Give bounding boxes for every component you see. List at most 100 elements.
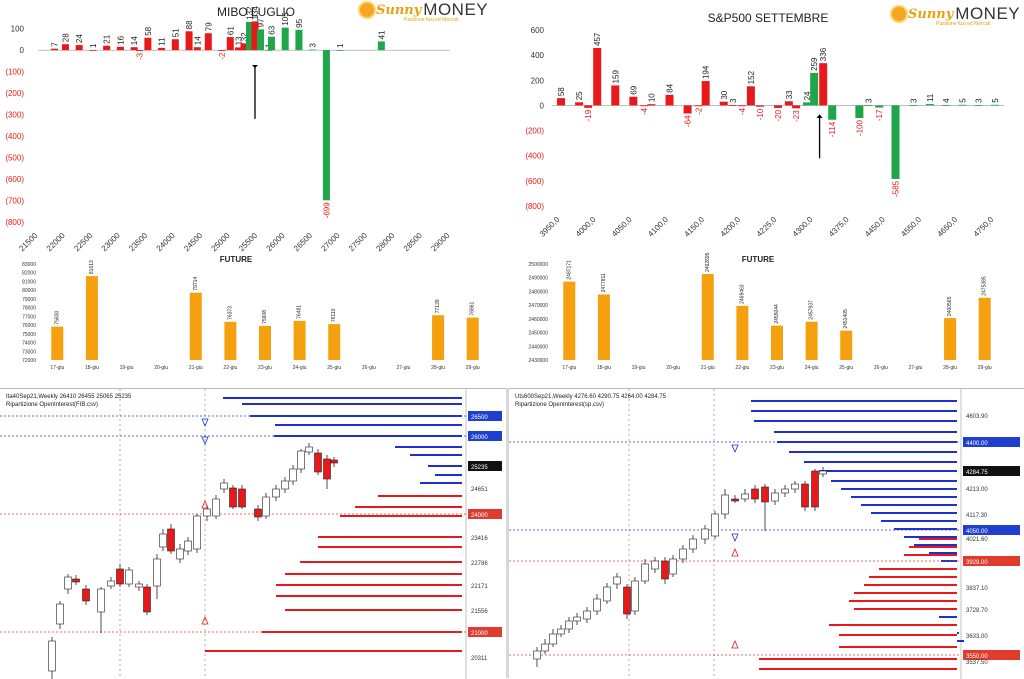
data-label: 1 [336, 43, 345, 48]
price-label: 24000 [471, 513, 488, 519]
x-tick-label: 28000 [374, 231, 396, 252]
bar [189, 292, 202, 360]
x-tick-label: 3950,0 [538, 215, 562, 239]
price-label-bg [468, 509, 502, 519]
y-tick-label: 0 [20, 46, 25, 55]
x-tick-label: 4550,0 [899, 215, 923, 239]
logo-tagline: Passione fusi ed Mercati [404, 17, 459, 23]
candle-body [631, 580, 639, 612]
price-label: 20311 [471, 656, 488, 662]
bar [89, 49, 97, 51]
y-tick-label: 83000 [22, 262, 36, 268]
bar [944, 318, 957, 360]
data-label: 88 [185, 20, 194, 29]
bar [864, 105, 873, 106]
x-tick-label: 28-giu [431, 365, 445, 371]
candle-body [583, 610, 591, 620]
bar [218, 50, 226, 52]
x-tick-label: 24-giu [805, 365, 819, 371]
x-tick-label: 4650,0 [936, 215, 960, 239]
x-tick-label: 4200,0 [719, 215, 743, 239]
x-tick-label: 4050,0 [610, 215, 634, 239]
bar [771, 325, 783, 360]
data-label: -17 [875, 109, 884, 121]
bar [597, 294, 610, 360]
logo-sunny-text: Sunny [376, 2, 422, 18]
bar [75, 45, 83, 51]
x-tick-label: 4300,0 [791, 215, 815, 239]
data-label: 2457937 [809, 300, 815, 320]
up-arrow-icon [731, 639, 739, 649]
data-label: 132 [245, 6, 254, 20]
bar [309, 49, 317, 51]
candle-body [143, 586, 151, 613]
data-label: 58 [557, 87, 566, 96]
sunny-money-logo: Sunny MONEY Passione fusi ed Mercati [360, 0, 488, 23]
x-tick-label: 27-giu [397, 365, 411, 371]
candle-body [669, 558, 677, 575]
bar [61, 44, 69, 51]
candle-body [721, 494, 729, 515]
candle-body [603, 586, 611, 602]
bar [640, 105, 649, 107]
bar [728, 105, 737, 106]
bar [575, 102, 584, 106]
data-label: 159 [611, 70, 620, 84]
data-label: -585 [892, 180, 901, 197]
down-arrow-icon [201, 436, 209, 446]
price-label: 26000 [471, 435, 488, 441]
candle-body [330, 459, 338, 464]
x-tick-label: 21500 [17, 231, 39, 252]
x-tick-label: 4100,0 [646, 215, 670, 239]
data-label: 21 [103, 34, 112, 43]
bar [719, 101, 728, 106]
chart-title: FUTURE [742, 255, 775, 264]
data-label: -19 [584, 109, 593, 121]
bar [746, 86, 755, 106]
data-label: 259 [810, 57, 819, 71]
data-label: 4 [942, 98, 951, 103]
x-tick-label: 4225,0 [755, 215, 779, 239]
candle-body [220, 482, 228, 490]
x-tick-label: 19-giu [632, 365, 646, 371]
data-label: 336 [819, 47, 828, 61]
bar [694, 105, 703, 107]
x-tick-label: 27500 [347, 231, 369, 252]
candle-body [557, 628, 565, 635]
data-label: 10 [647, 93, 656, 102]
price-label: 4050.00 [966, 529, 988, 535]
data-label: 79 [204, 22, 213, 31]
mibo-chart-panel: MIBO LUGLIO 100 0 (100) (200) (300) (400) (500)… [0, 0, 512, 252]
x-tick-label: 21-giu [189, 365, 203, 371]
bar [224, 321, 237, 360]
candle-body [238, 488, 246, 508]
bar [328, 324, 341, 360]
oi-right-header-line2: Ripartizione OpenInterest(sp.csv) [515, 402, 605, 408]
bar [701, 274, 714, 360]
candle-body [229, 487, 237, 508]
x-tick-label: 24000 [155, 231, 177, 252]
bar [267, 36, 275, 51]
bar [193, 47, 201, 51]
data-label: 2475385 [982, 276, 988, 296]
candle-body [176, 548, 184, 560]
up-arrow-icon [201, 499, 209, 509]
price-label: 3537.50 [966, 660, 988, 666]
candle-body [573, 616, 581, 622]
x-tick-label: 19-giu [120, 365, 134, 371]
candle-body [289, 468, 297, 482]
bar [293, 320, 306, 360]
y-tick-label: 75000 [22, 332, 36, 338]
chart-title: S&P500 SETTEMBRE [708, 11, 829, 25]
data-label: 16 [116, 35, 125, 44]
data-label: 24 [75, 34, 84, 43]
y-tick-label: 400 [531, 51, 545, 60]
y-tick-label: 79000 [22, 297, 36, 303]
bar [322, 50, 330, 201]
price-label-bg [963, 437, 1020, 447]
price-label-bg [963, 556, 1020, 566]
bar [925, 104, 934, 106]
y-tick-label: 2490000 [529, 276, 549, 282]
x-tick-label: 26000 [265, 231, 287, 252]
x-tick-label: 18-giu [85, 365, 99, 371]
